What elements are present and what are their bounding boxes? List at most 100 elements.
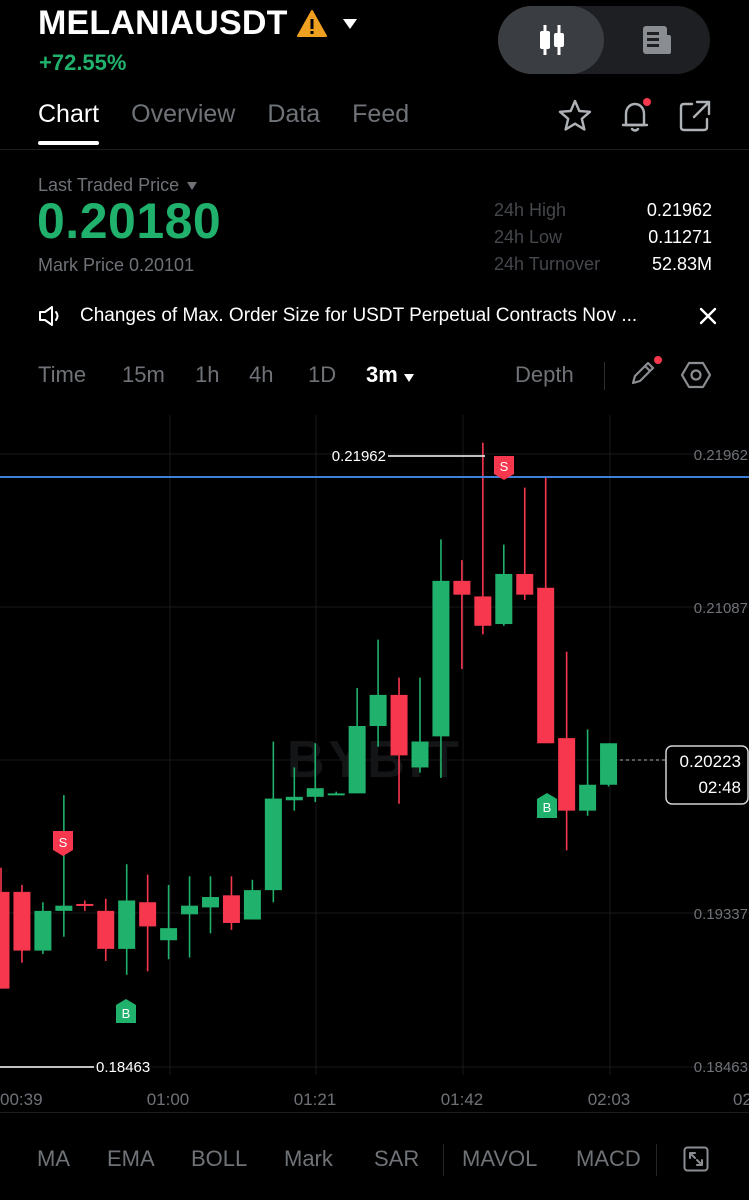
indicator-ma[interactable]: MA	[37, 1146, 70, 1171]
share-icon[interactable]	[677, 98, 713, 134]
header-actions	[533, 98, 713, 134]
indicator-mavol[interactable]: MAVOL	[462, 1146, 538, 1171]
symbol-name[interactable]: MELANIAUSDT	[38, 4, 288, 42]
candle	[181, 876, 199, 958]
candlestick-chart[interactable]: BYBIT 0.21962 0.18463 0.21962 0.21087 0.…	[0, 415, 749, 1115]
expand-icon[interactable]	[683, 1146, 709, 1172]
warning-icon[interactable]	[296, 9, 328, 39]
notification-dot	[643, 98, 651, 106]
interval-selected[interactable]: 3m	[366, 362, 414, 388]
interval-4h[interactable]: 4h	[249, 362, 274, 387]
signal-label: S	[500, 459, 509, 474]
stat-value: 52.83M	[651, 254, 712, 274]
price-change: +72.55%	[39, 50, 127, 75]
candle-body	[34, 910, 52, 951]
candle-body	[495, 573, 513, 625]
candle-body	[97, 910, 115, 949]
candle-body	[327, 793, 345, 796]
candle	[118, 864, 136, 975]
depth-button[interactable]: Depth	[515, 362, 574, 387]
candle-body	[516, 573, 534, 595]
buy-signal[interactable]: B	[116, 999, 136, 1023]
candle	[474, 442, 492, 635]
candle-body	[348, 725, 366, 794]
chart-overlay: 0.21962 0.18463 0.21962 0.21087 0.19337 …	[0, 447, 749, 1109]
candle	[34, 902, 52, 955]
buy-signal[interactable]: B	[537, 793, 557, 818]
last-traded-label: Last Traded Price	[38, 175, 180, 195]
divider	[0, 149, 749, 150]
candle	[243, 879, 261, 920]
last-traded-price-selector[interactable]: Last Traded Price	[38, 175, 198, 196]
symbol-selector[interactable]: MELANIAUSDT	[38, 4, 358, 43]
candle	[0, 867, 10, 989]
candle-body	[600, 743, 618, 785]
bell-button[interactable]	[617, 98, 653, 134]
indicator-bar: MA EMA BOLL Mark SAR MAVOL MACD	[0, 1140, 749, 1180]
notification-dot	[654, 356, 662, 364]
low-marker-label: 0.18463	[96, 1059, 150, 1076]
tab-data[interactable]: Data	[267, 100, 321, 128]
settings-icon[interactable]	[681, 360, 711, 390]
x-tick-label: 01:00	[147, 1090, 190, 1109]
news-icon	[643, 26, 671, 54]
candle	[390, 677, 408, 804]
chevron-down-icon[interactable]	[342, 18, 358, 30]
interval-15m[interactable]: 15m	[122, 362, 165, 387]
candle-body	[411, 741, 429, 768]
sell-signal[interactable]: S	[53, 831, 73, 856]
stat-label: 24h Low	[494, 227, 563, 247]
announcement-text[interactable]: Changes of Max. Order Size for USDT Perp…	[80, 305, 638, 326]
y-tick-label: 0.21087	[694, 600, 748, 617]
indicator-macd[interactable]: MACD	[576, 1146, 641, 1171]
candle-body	[474, 596, 492, 626]
indicator-boll[interactable]: BOLL	[191, 1146, 248, 1171]
candle-body	[432, 580, 450, 737]
stat-row: 24h High 0.21962	[494, 200, 712, 227]
x-tick-label: 02	[733, 1090, 749, 1109]
tab-feed[interactable]: Feed	[352, 100, 410, 128]
candles	[0, 442, 618, 989]
candle-body	[202, 897, 219, 908]
candle-body	[139, 902, 157, 927]
sell-signal[interactable]: S	[494, 456, 514, 480]
interval-1d[interactable]: 1D	[308, 362, 337, 387]
candle	[369, 639, 387, 747]
tab-chart[interactable]: Chart	[38, 100, 100, 146]
interval-time[interactable]: Time	[38, 362, 87, 387]
candle	[306, 743, 324, 803]
signal-label: B	[122, 1006, 131, 1021]
indicator-ema[interactable]: EMA	[107, 1146, 155, 1171]
candle	[13, 884, 31, 963]
announcement-bar[interactable]: Changes of Max. Order Size for USDT Perp…	[38, 300, 718, 332]
star-icon[interactable]	[557, 98, 593, 134]
caret-down-icon	[403, 374, 414, 382]
stat-label: 24h Turnover	[494, 254, 601, 274]
x-tick-label: 01:42	[441, 1090, 484, 1109]
candle-body	[264, 798, 282, 891]
close-icon[interactable]	[698, 306, 718, 326]
last-price: 0.20180	[37, 193, 222, 249]
divider	[443, 1144, 444, 1176]
y-tick-label: 0.18463	[694, 1059, 748, 1076]
candle-body	[181, 905, 199, 915]
candle-body	[76, 903, 94, 906]
interval-1h[interactable]: 1h	[195, 362, 220, 387]
news-toggle[interactable]	[604, 6, 710, 74]
indicator-sar[interactable]: SAR	[374, 1146, 420, 1171]
signal-label: B	[543, 800, 552, 815]
interval-bar: Time 15m 1h 4h 1D 3m Depth	[38, 356, 713, 398]
mark-price: Mark Price 0.20101	[38, 255, 195, 275]
candle-body	[13, 891, 31, 951]
watermark: BYBIT	[287, 731, 463, 789]
indicator-mark[interactable]: Mark	[284, 1146, 333, 1171]
caret-down-icon	[187, 181, 198, 190]
candle-body	[453, 580, 471, 595]
candle	[516, 487, 534, 600]
candle	[432, 539, 450, 778]
draw-button[interactable]	[628, 356, 662, 392]
candle	[600, 743, 618, 787]
candlestick-toggle[interactable]	[498, 6, 604, 74]
tab-overview[interactable]: Overview	[131, 100, 236, 128]
candle-body	[306, 788, 324, 797]
